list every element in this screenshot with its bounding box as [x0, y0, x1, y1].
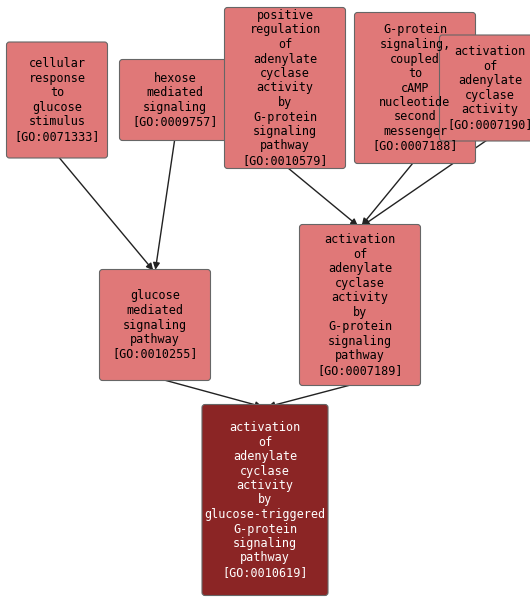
Text: hexose
mediated
signaling
[GO:0009757]: hexose mediated signaling [GO:0009757]: [132, 72, 218, 128]
FancyBboxPatch shape: [202, 405, 328, 595]
FancyBboxPatch shape: [355, 13, 475, 163]
Text: G-protein
signaling,
coupled
to
cAMP
nucleotide
second
messenger
[GO:0007188]: G-protein signaling, coupled to cAMP nuc…: [372, 24, 458, 152]
FancyBboxPatch shape: [100, 269, 210, 381]
FancyBboxPatch shape: [439, 35, 530, 141]
FancyBboxPatch shape: [299, 224, 420, 385]
FancyBboxPatch shape: [119, 59, 231, 140]
Text: positive
regulation
of
adenylate
cyclase
activity
by
G-protein
signaling
pathway: positive regulation of adenylate cyclase…: [242, 9, 328, 167]
Text: activation
of
adenylate
cyclase
activity
by
glucose-triggered
G-protein
signalin: activation of adenylate cyclase activity…: [205, 421, 325, 579]
Text: cellular
response
to
glucose
stimulus
[GO:0071333]: cellular response to glucose stimulus [G…: [14, 57, 100, 143]
FancyBboxPatch shape: [6, 42, 108, 158]
Text: activation
of
adenylate
cyclase
activity
[GO:0007190]: activation of adenylate cyclase activity…: [447, 45, 530, 131]
Text: glucose
mediated
signaling
pathway
[GO:0010255]: glucose mediated signaling pathway [GO:0…: [112, 290, 198, 361]
Text: activation
of
adenylate
cyclase
activity
by
G-protein
signaling
pathway
[GO:0007: activation of adenylate cyclase activity…: [317, 234, 403, 377]
FancyBboxPatch shape: [225, 7, 346, 169]
